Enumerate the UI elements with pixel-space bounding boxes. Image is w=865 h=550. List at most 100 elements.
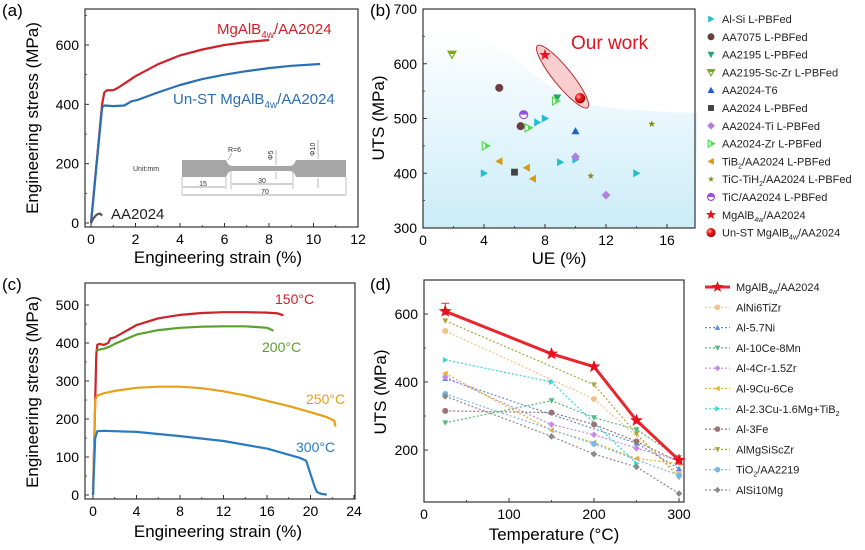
panel-d-point: [549, 379, 555, 385]
panel-d-xtick-label: 0: [420, 506, 428, 522]
panel-b-point: [495, 157, 503, 166]
panel-a-xlabel: Engineering strain (%): [134, 248, 302, 267]
panel-d-series-line: [445, 330, 680, 475]
panel-b-point-fill: [527, 125, 533, 131]
panel-b-legend-marker: [708, 15, 715, 23]
panel-d-point: [591, 382, 597, 388]
panel-d-point: [591, 415, 597, 421]
panel-d-xlabel: Temperature (°C): [489, 525, 620, 544]
panel-b-ytick-label: 600: [394, 56, 418, 72]
panel-d-legend-marker: [714, 447, 721, 453]
panel-d-point: [548, 398, 555, 404]
panel-c-xlabel: Engineering strain (%): [134, 522, 302, 541]
panel-d-legend-label: Al-5.7Ni: [736, 323, 775, 335]
panel-b-point-fill: [447, 51, 456, 55]
panel-b-xtick-label: 0: [419, 232, 427, 248]
panel-b-legend-marker-fill: [707, 193, 715, 197]
legend-text: AlMgSiScZr: [736, 444, 794, 456]
legend-text: AA2024-Ti L-PBFed: [722, 121, 820, 133]
panel-b-point: [571, 152, 580, 162]
panel-a-xtick-label: 4: [176, 231, 184, 247]
panel-b-point: [528, 174, 536, 183]
panel-b-legend-label: AA2024-Zr L-PBFed: [722, 139, 822, 151]
panel-d-point: [633, 427, 640, 433]
panel-d-point: [672, 453, 686, 466]
legend-text: Al-2.3Cu-1.6Mg+TiB: [736, 404, 836, 416]
panel-c-xtick-label: 20: [303, 503, 319, 519]
panel-a-ytick-label: 600: [56, 37, 80, 53]
our-work-ellipse: [535, 44, 590, 109]
panel-b-point: [633, 169, 641, 178]
panel-c-ytick-label: 500: [56, 297, 80, 313]
legend-text: AlSi10Mg: [736, 485, 783, 497]
label-200c: 200°C: [262, 339, 301, 355]
inset-dia-10: Φ10: [310, 143, 317, 156]
panel-a-ytick-label: 0: [71, 215, 79, 231]
panel-b-point: [574, 93, 586, 104]
panel-d-legend-marker: [715, 406, 721, 412]
panel-d-legend-marker: [714, 385, 720, 392]
panel-d-point: [633, 438, 640, 445]
panel-d-xtick-label: 200: [582, 506, 606, 522]
panel-b-point: [539, 48, 551, 60]
panel-b-legend-marker: [707, 33, 715, 41]
panel-b-ytick-label: 500: [394, 111, 418, 127]
panel-c-chart: 0 4 8 12 16 20 24 0 100 200 300 400 500 Engineering …: [23, 282, 362, 541]
panel-b-legend-marker: [706, 209, 716, 220]
legend-text: Al-Si L-PBFed: [722, 14, 792, 26]
panel-b-shaded-region: [423, 28, 698, 229]
panel-d-point: [630, 413, 643, 426]
panel-d-legend-marker: [714, 365, 721, 372]
label-300c: 300°C: [296, 439, 335, 455]
panel-d-series-line: [445, 378, 680, 470]
panel-d-point: [590, 431, 598, 438]
legend-subscript: 2: [836, 411, 840, 418]
legend-text: AA2024-T6: [722, 85, 778, 97]
panel-d-ytick-label: 600: [395, 306, 419, 322]
panel-b-legend-marker: [707, 139, 716, 149]
panel-b-point: [519, 110, 529, 120]
legend-text: /AA2024: [777, 282, 819, 294]
panel-d-point: [442, 328, 449, 334]
legend-text: Al-4Cr-1.5Zr: [736, 363, 797, 375]
label-250c: 250°C: [306, 391, 345, 407]
panel-d-series-line: [445, 320, 680, 478]
panel-d-legend-marker: [711, 281, 724, 292]
inset-radius: R=6: [228, 147, 241, 154]
panel-d-point: [633, 463, 640, 471]
panel-d-series-line: [445, 410, 680, 463]
panel-d-point: [442, 420, 449, 426]
legend-text: MgAlB: [722, 210, 754, 222]
inset-dia-5: Φ5: [268, 150, 275, 160]
legend-text: TiO: [736, 465, 754, 477]
panel-d-legend-label: AlMgSiScZr: [736, 444, 794, 456]
panel-d-series-line: [445, 376, 680, 461]
legend-text: AlNi6TiZr: [736, 302, 782, 314]
panel-d-legend-label: Al-2.3Cu-1.6Mg+TiB2: [736, 404, 840, 418]
panel-b-legend-marker: [707, 157, 714, 165]
panel-label-a: (a): [2, 1, 23, 20]
panel-b-xlabel: UE (%): [532, 249, 587, 268]
panel-a-label-mgalb: MgAlB4w/AA2024: [217, 21, 332, 41]
panel-d-legend-label: Al-9Cu-6Ce: [736, 384, 793, 396]
panel-c-ytick-label: 200: [56, 411, 80, 427]
panel-b-point: [522, 163, 530, 172]
panel-a-xtick-label: 8: [265, 231, 273, 247]
panel-a-frame: [84, 8, 359, 228]
panel-a-xtick-label: 10: [306, 231, 322, 247]
panel-b-point: [481, 140, 491, 151]
panel-b-legend-label: Un-ST MgAlB4w/AA2024: [722, 228, 840, 242]
panel-b-point: [495, 83, 504, 92]
legend-text: Al-3Fe: [736, 424, 768, 436]
panel-b-legend-label: AA2195-Sc-Zr L-PBFed: [722, 67, 838, 79]
legend-text: /AA2024: [763, 210, 805, 222]
panel-c-series-line: [95, 325, 274, 352]
panel-b-ytick-label: 400: [394, 165, 418, 181]
panel-b-point: [648, 120, 656, 127]
legend-text: TiC-TiH: [722, 174, 759, 186]
panel-a-label-unst: Un-ST MgAlB4w/AA2024: [173, 91, 335, 111]
panel-d-legend-marker: [714, 324, 721, 330]
panel-a-xtick-label: 2: [132, 231, 140, 247]
panel-b-legend-label: AA7075 L-PBFed: [722, 32, 808, 44]
